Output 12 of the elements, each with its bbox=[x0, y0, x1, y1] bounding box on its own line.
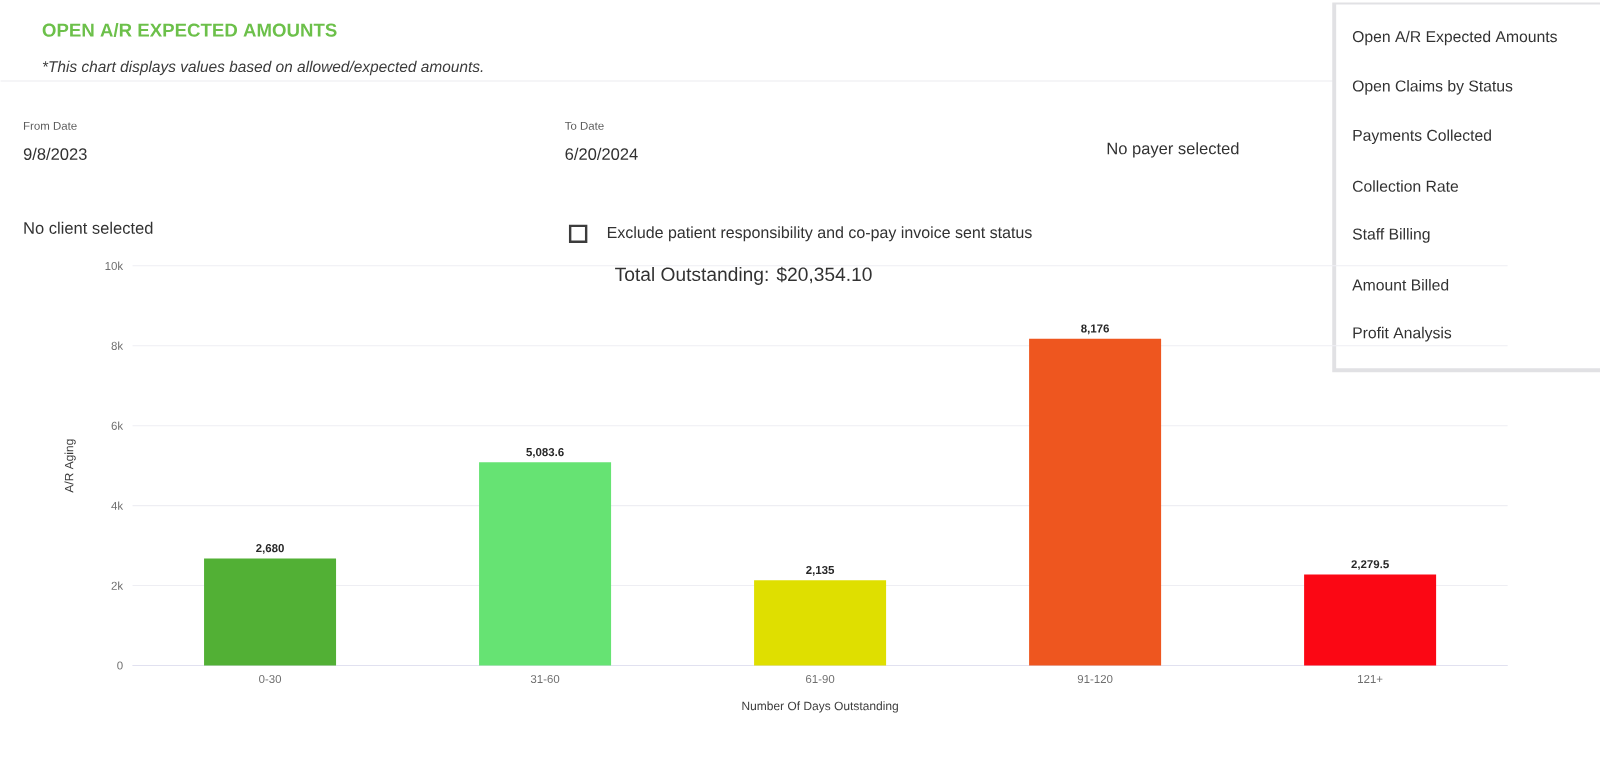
text: No payer selected bbox=[1107, 142, 1239, 158]
bar bbox=[1029, 338, 1162, 666]
bar bbox=[1304, 574, 1437, 666]
text: No client selected bbox=[24, 222, 153, 235]
chart-title: OPEN A/R EXPECTED AMOUNTS bbox=[42, 23, 337, 38]
text: 6/20/2024 bbox=[565, 148, 638, 161]
text: 9/8/2023 bbox=[23, 148, 87, 161]
annotation: Total Outstanding: $20,354.10 bbox=[615, 266, 872, 286]
bar bbox=[754, 580, 887, 666]
text: Exclude patient responsibility and co-pay invoice sent status bbox=[607, 226, 1032, 242]
bar bbox=[204, 558, 337, 666]
bar bbox=[479, 462, 612, 666]
